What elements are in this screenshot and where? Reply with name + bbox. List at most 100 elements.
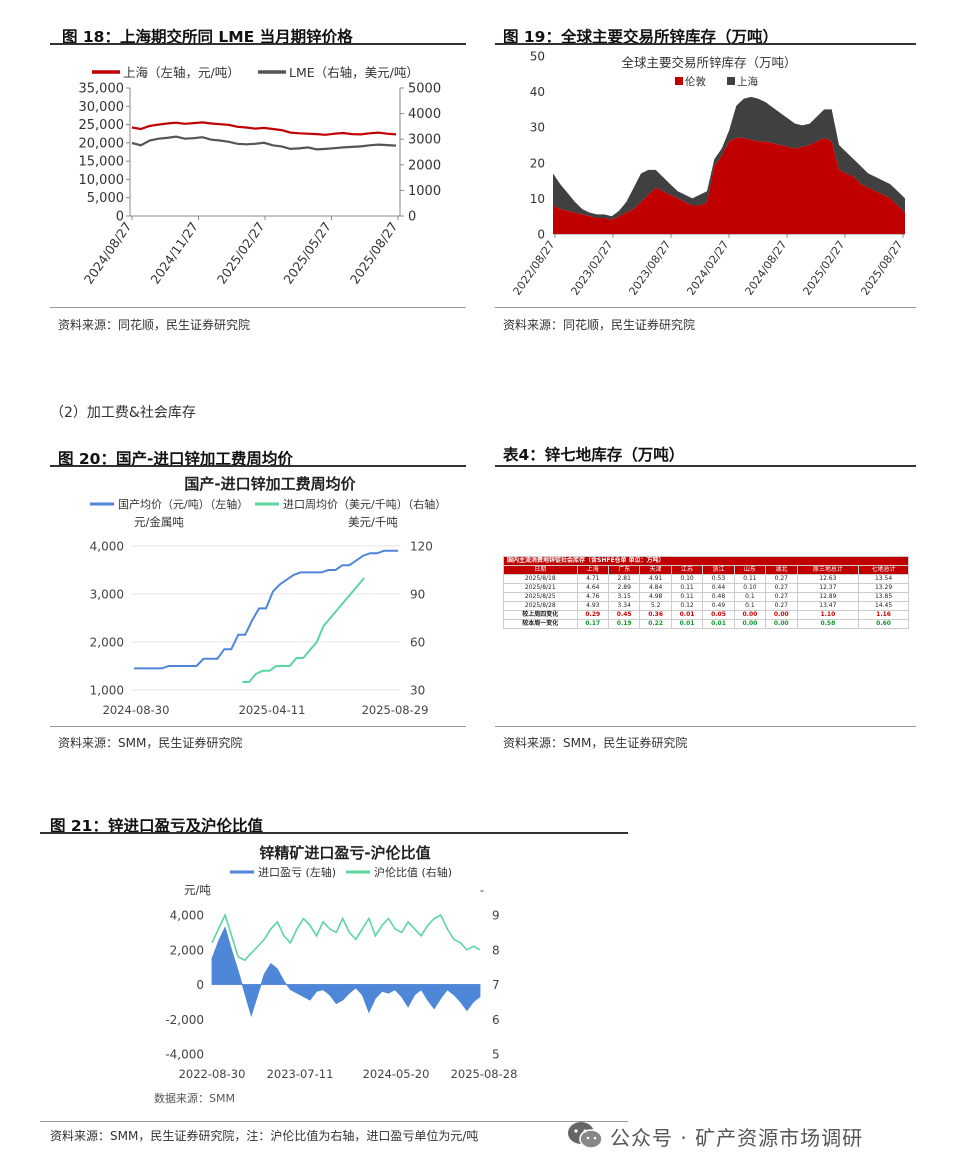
fig21-x-tick-label: 2025-08-28 bbox=[451, 1067, 518, 1081]
fig21-legend-label-0: 进口盈亏 (左轴) bbox=[258, 865, 336, 879]
table4-container: 国内主流消费地锌锭社会库存（含SHFE仓单 单位：万吨） 日期 上海 广东 天津 江苏 浙江… bbox=[503, 556, 909, 629]
table4-cell: 日期 bbox=[503, 565, 578, 575]
fig18-x-tick-label: 2025/08/27 bbox=[347, 219, 401, 287]
fig19-series-london-area bbox=[553, 137, 905, 234]
table4-cell: 山东 bbox=[733, 565, 767, 575]
fig19-x-tick-label: 2022/08/27 bbox=[510, 238, 557, 297]
table4-change-row: 较上周四变化 0.29 0.45 0.36 0.01 0.05 0.00 0.00 1.10 1.… bbox=[503, 610, 909, 620]
fig18-x-tick-label: 2025/05/27 bbox=[280, 219, 334, 287]
table4-row: 2025/8/21 4.64 2.89 4.84 0.11 0.44 0.10 0.27 12.… bbox=[503, 583, 909, 593]
table4-cell: 0.11 bbox=[733, 574, 767, 584]
fig20-series-domestic-line bbox=[134, 549, 398, 670]
fig18-x-tick-label: 2024/11/27 bbox=[147, 219, 201, 287]
table4-cell: 4.64 bbox=[576, 583, 610, 593]
table4-row: 2025/8/25 4.76 3.15 4.98 0.11 0.48 0.1 0.27 12.8… bbox=[503, 592, 909, 602]
table4-source: 资料来源：SMM，民生证券研究院 bbox=[503, 736, 688, 750]
fig18-series-lme-line bbox=[131, 135, 397, 151]
fig20-chart-title: 国产-进口锌加工费周均价 bbox=[184, 475, 356, 493]
table4-title: 表4：锌七地库存（万吨） bbox=[503, 446, 685, 464]
table4-cell: 上海 bbox=[576, 565, 610, 575]
table4-cell: 4.71 bbox=[576, 574, 610, 584]
fig19-y-tick-label: 50 bbox=[530, 50, 545, 64]
fig21-series-ratio-line bbox=[211, 912, 481, 962]
table4-bottom-rule bbox=[495, 726, 916, 727]
fig21-bottom-rule bbox=[40, 1121, 628, 1122]
table4-cell: 0.10 bbox=[670, 574, 704, 584]
table4-cell: 0.10 bbox=[733, 583, 767, 593]
section-heading: （2）加工费&社会库存 bbox=[50, 405, 196, 421]
table4-cell: 0.12 bbox=[670, 601, 704, 611]
fig20-x-tick-label: 2025-04-11 bbox=[239, 703, 306, 717]
fig21-right-unit: - bbox=[480, 883, 484, 897]
table4-cell: 0.00 bbox=[765, 610, 798, 620]
fig19-chart-title: 全球主要交易所锌库存（万吨） bbox=[621, 55, 796, 70]
fig21-right-tick-label: 5 bbox=[492, 1048, 500, 1062]
table4-cell: 4.91 bbox=[639, 574, 672, 584]
fig20-left-tick-label: 4,000 bbox=[90, 540, 124, 554]
fig20-right-tick-label: 60 bbox=[410, 636, 425, 650]
fig20-right-tick-label: 120 bbox=[410, 540, 433, 554]
table4-cell: 0.00 bbox=[765, 619, 798, 629]
table4-cell: 0.53 bbox=[702, 574, 735, 584]
table4-cell: 0.27 bbox=[765, 601, 798, 611]
fig21-x-tick-label: 2024-05-20 bbox=[363, 1067, 430, 1081]
fig19-series-shanghai-area bbox=[553, 96, 905, 220]
table4-cell: 2.89 bbox=[607, 583, 641, 593]
fig18-series-shanghai-line bbox=[131, 121, 397, 136]
fig19-x-tick-label: 2023/02/27 bbox=[568, 238, 615, 297]
table4-cell: 12.89 bbox=[796, 592, 860, 602]
table4-cell: 12.63 bbox=[796, 574, 860, 584]
fig18-left-tick-label: 25,000 bbox=[79, 118, 125, 133]
fig20-right-unit: 美元/千吨 bbox=[348, 515, 398, 529]
fig21-right-tick-label: 7 bbox=[492, 978, 500, 992]
fig20-x-tick-label: 2025-08-29 bbox=[362, 703, 429, 717]
fig19-legend-swatch-0 bbox=[675, 77, 683, 85]
fig20-right-tick-label: 90 bbox=[410, 588, 425, 602]
table4-cell: 浙江 bbox=[702, 565, 735, 575]
table4-cell: 0.01 bbox=[670, 619, 704, 629]
table4-cell: 12.37 bbox=[796, 583, 860, 593]
fig21-left-tick-label: 2,000 bbox=[170, 943, 204, 957]
table4-cell: 14.45 bbox=[858, 601, 909, 611]
fig18-right-tick-label: 0 bbox=[408, 210, 416, 225]
fig20-legend-label-1: 进口周均价（美元/千吨）（右轴） bbox=[283, 497, 446, 511]
table4-cell: 0.1 bbox=[733, 592, 767, 602]
table4-cell: 13.85 bbox=[858, 592, 909, 602]
fig20-left-tick-label: 3,000 bbox=[90, 588, 124, 602]
fig18-legend-label-1: LME（右轴，美元/吨） bbox=[289, 65, 419, 80]
fig19-x-tick-label: 2023/08/27 bbox=[626, 238, 673, 297]
table4-cell: 4.98 bbox=[639, 592, 672, 602]
table4-row: 2025/8/18 4.71 2.81 4.91 0.10 0.53 0.11 0.27 12.… bbox=[503, 574, 909, 584]
table4-cell: 0.19 bbox=[607, 619, 641, 629]
fig18-left-tick-label: 20,000 bbox=[79, 136, 125, 151]
fig18-left-tick-label: 15,000 bbox=[79, 155, 125, 170]
table4-cell: 0.49 bbox=[702, 601, 735, 611]
fig21-left-tick-label: 4,000 bbox=[170, 909, 204, 923]
fig18-bottom-rule bbox=[50, 307, 466, 308]
fig20-title-rule bbox=[50, 465, 466, 467]
fig20-left-tick-label: 2,000 bbox=[90, 636, 124, 650]
fig20-right-tick-label: 30 bbox=[410, 684, 425, 698]
fig21-chart-title: 锌精矿进口盈亏-沪伦比值 bbox=[259, 844, 430, 862]
table4-cell: 原三地总计 bbox=[796, 565, 860, 575]
table4-cell: 0.58 bbox=[796, 619, 860, 629]
table4-cell: 0.36 bbox=[639, 610, 672, 620]
fig19-bottom-rule bbox=[495, 307, 916, 308]
table4-cell: 0.27 bbox=[765, 592, 798, 602]
table4-cell: 0.17 bbox=[576, 619, 610, 629]
fig21-left-tick-label: -4,000 bbox=[165, 1048, 204, 1062]
fig18-chart: 上海（左轴，元/吨） LME（右轴，美元/吨） 0 5,000 10,000 15,000… bbox=[79, 65, 442, 287]
zinc-inventory-table: 国内主流消费地锌锭社会库存（含SHFE仓单 单位：万吨） 日期 上海 广东 天津 江苏 浙江… bbox=[503, 556, 909, 629]
fig20-legend-label-0: 国产均价（元/吨）（左轴） bbox=[118, 497, 248, 511]
fig19-legend-label-1: 上海 bbox=[737, 75, 758, 88]
table4-cell: 0.1 bbox=[733, 601, 767, 611]
watermark-text: 公众号 · 矿产资源市场调研 bbox=[610, 1126, 864, 1150]
table4-cell: 0.22 bbox=[639, 619, 672, 629]
table4-change-row: 较本周一变化 0.17 0.19 0.22 0.01 0.01 0.00 0.00 0.58 0.… bbox=[503, 619, 909, 629]
table4-cell: 13.47 bbox=[796, 601, 860, 611]
fig21-legend-label-1: 沪伦比值 (右轴) bbox=[374, 865, 452, 879]
fig19-y-tick-label: 20 bbox=[530, 156, 545, 170]
fig20-x-tick-label: 2024-08-30 bbox=[103, 703, 170, 717]
